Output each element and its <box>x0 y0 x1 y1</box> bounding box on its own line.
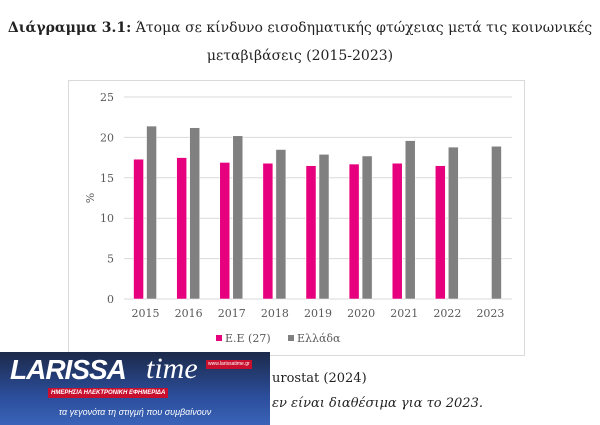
bar-greece-2017 <box>232 135 244 300</box>
y-tick-label: 25 <box>100 91 114 104</box>
bar-eu-2017 <box>219 162 231 300</box>
banner-slogan: τα γεγονότα τη στιγμή που συμβαίνουν <box>58 407 212 417</box>
legend-swatch <box>216 335 222 341</box>
y-tick-label: 15 <box>100 172 114 185</box>
larissatime-banner[interactable]: LARISSA time www.larissatime.gr ΗΜΕΡΗΣΙΑ… <box>0 352 270 425</box>
x-tick-label: 2020 <box>347 307 375 320</box>
x-tick-label: 2018 <box>261 307 289 320</box>
bar-eu-2018 <box>262 163 274 300</box>
bar-eu-2019 <box>305 165 317 300</box>
bar-greece-2021 <box>404 140 416 300</box>
logo-time: time <box>146 352 198 385</box>
logo-larissa: LARISSA <box>10 354 127 385</box>
bar-greece-2022 <box>448 146 459 300</box>
source-text: urostat (2024) <box>272 371 367 386</box>
legend-swatch <box>288 335 294 341</box>
bar-greece-2018 <box>275 149 287 300</box>
bar-greece-2019 <box>318 154 330 300</box>
bar-greece-2023 <box>491 146 502 300</box>
x-tick-label: 2015 <box>132 307 160 320</box>
x-tick-label: 2019 <box>304 307 332 320</box>
bar-eu-2015 <box>133 158 144 300</box>
y-tick-label: 20 <box>100 131 114 144</box>
chart-frame <box>68 80 525 356</box>
title-label: Διάγραμμα 3.1: <box>7 20 132 36</box>
banner-url: www.larissatime.gr <box>206 360 252 369</box>
title-text: Άτομα σε κίνδυνο εισοδηματικής φτώχειας … <box>135 20 593 36</box>
x-tick-label: 2022 <box>433 307 461 320</box>
chart-title: Διάγραμμα 3.1: Άτομα σε κίνδυνο εισοδημα… <box>0 14 600 70</box>
y-tick-label: 0 <box>107 293 114 306</box>
bar-greece-2015 <box>146 125 157 300</box>
title-line2: μεταβιβάσεις (2015-2023) <box>206 48 394 64</box>
bar-greece-2016 <box>189 127 200 300</box>
x-tick-label: 2021 <box>390 307 418 320</box>
y-axis-label: % <box>84 193 97 203</box>
x-tick-label: 2023 <box>476 307 504 320</box>
legend-label: Ελλάδα <box>297 332 341 345</box>
bar-eu-2020 <box>348 163 360 300</box>
legend-label: Ε.Ε (27) <box>225 332 271 345</box>
banner-subtitle: ΗΜΕΡΗΣΙΑ ΗΛΕΚΤΡΟΝΙΚΗ ΕΦΗΜΕΡΙΔΑ <box>48 388 169 398</box>
bar-eu-2022 <box>435 165 446 300</box>
bar-greece-2020 <box>361 155 373 300</box>
bar-eu-2016 <box>176 157 187 300</box>
x-tick-label: 2017 <box>218 307 246 320</box>
y-tick-label: 5 <box>107 253 114 266</box>
note-text: εν είναι διαθέσιμα για το 2023. <box>272 396 483 411</box>
x-tick-label: 2016 <box>175 307 203 320</box>
bar-eu-2021 <box>391 163 403 300</box>
y-tick-label: 10 <box>100 212 114 225</box>
